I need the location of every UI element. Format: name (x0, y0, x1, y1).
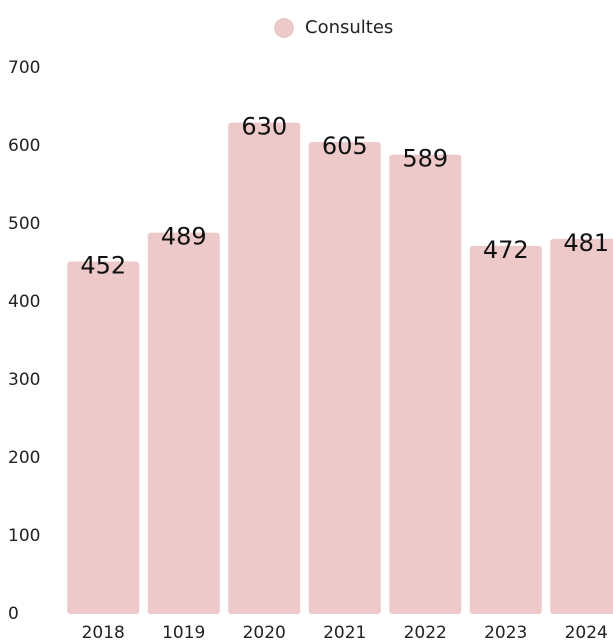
value-label: 489 (161, 223, 207, 251)
bar (67, 261, 140, 614)
y-tick-label: 700 (8, 58, 40, 78)
x-tick-label: 2020 (243, 623, 286, 643)
value-label: 605 (322, 132, 368, 160)
value-label: 630 (241, 113, 287, 141)
x-tick-label: 2018 (82, 623, 125, 643)
legend-swatch (274, 18, 294, 38)
bar (147, 232, 220, 614)
bar (228, 122, 301, 614)
y-tick-label: 600 (8, 136, 40, 156)
y-tick-label: 300 (8, 370, 40, 390)
x-tick-label: 2024 (565, 623, 608, 643)
y-tick-label: 500 (8, 214, 40, 234)
legend-label: Consultes (305, 17, 393, 38)
y-tick-label: 0 (8, 604, 19, 624)
value-label: 481 (563, 229, 609, 257)
bar (389, 154, 462, 614)
value-label: 472 (483, 236, 529, 264)
y-tick-label: 400 (8, 292, 40, 312)
x-tick-label: 2023 (484, 623, 527, 643)
value-label: 452 (80, 251, 126, 279)
x-tick-label: 1019 (162, 623, 205, 643)
x-tick-label: 2022 (404, 623, 447, 643)
x-tick-label: 2021 (323, 623, 366, 643)
y-tick-label: 200 (8, 448, 40, 468)
bar (469, 245, 542, 614)
y-tick-label: 100 (8, 526, 40, 546)
bar (308, 142, 381, 614)
bar (550, 238, 613, 614)
value-label: 589 (402, 145, 448, 173)
